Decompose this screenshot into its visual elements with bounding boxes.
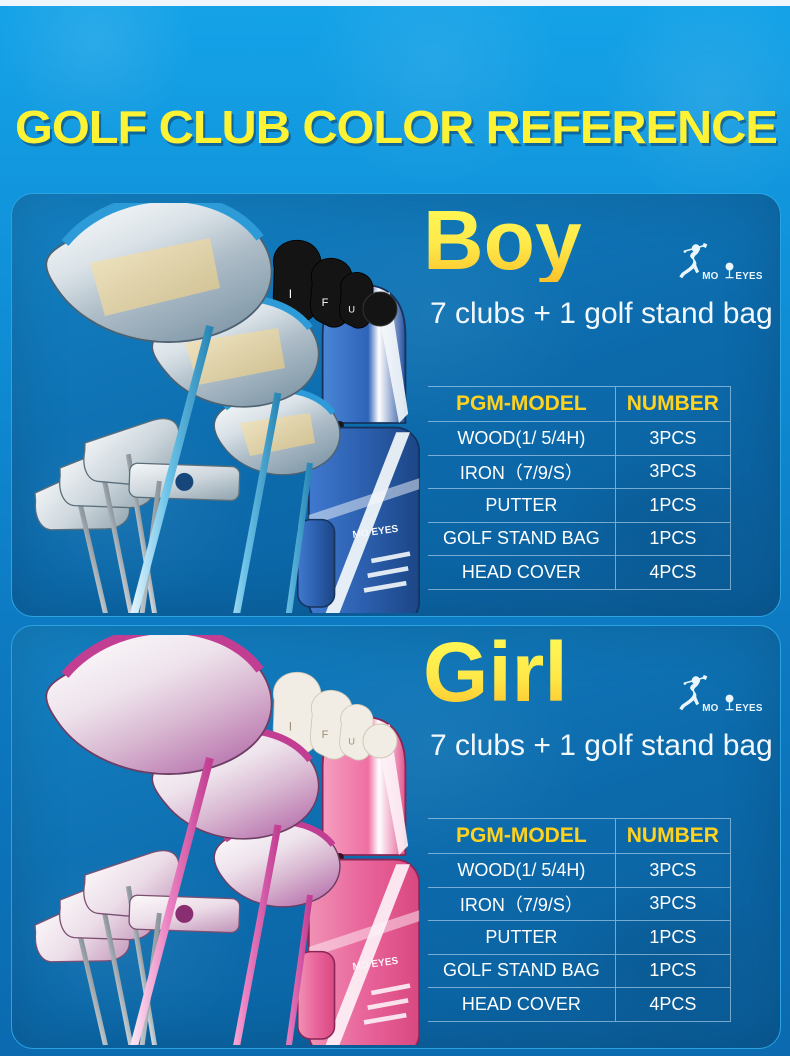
svg-text:I: I [289, 719, 292, 733]
svg-text:F: F [322, 297, 329, 309]
svg-text:EYES: EYES [735, 703, 762, 714]
svg-text:MO: MO [702, 271, 718, 282]
svg-text:MO: MO [702, 703, 718, 714]
svg-text:I: I [289, 287, 292, 301]
svg-text:U: U [348, 304, 355, 314]
svg-text:EYES: EYES [735, 271, 762, 282]
svg-text:F: F [322, 729, 329, 741]
svg-text:U: U [348, 736, 355, 746]
